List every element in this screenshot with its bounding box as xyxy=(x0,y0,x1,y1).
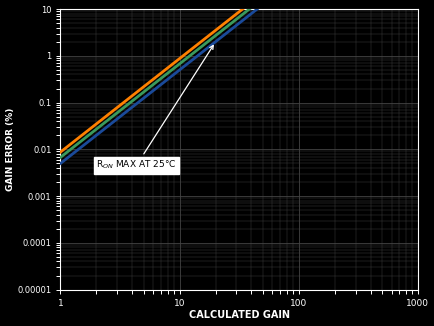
Y-axis label: GAIN ERROR (%): GAIN ERROR (%) xyxy=(6,108,14,191)
Text: R$_{ON}$ MAX AT 125°C: R$_{ON}$ MAX AT 125°C xyxy=(0,325,1,326)
Text: R$_{ON}$ MAX AT 85°C: R$_{ON}$ MAX AT 85°C xyxy=(0,325,1,326)
Text: R$_{ON}$ MAX AT 25°C: R$_{ON}$ MAX AT 25°C xyxy=(96,46,213,171)
X-axis label: CALCULATED GAIN: CALCULATED GAIN xyxy=(188,310,289,320)
